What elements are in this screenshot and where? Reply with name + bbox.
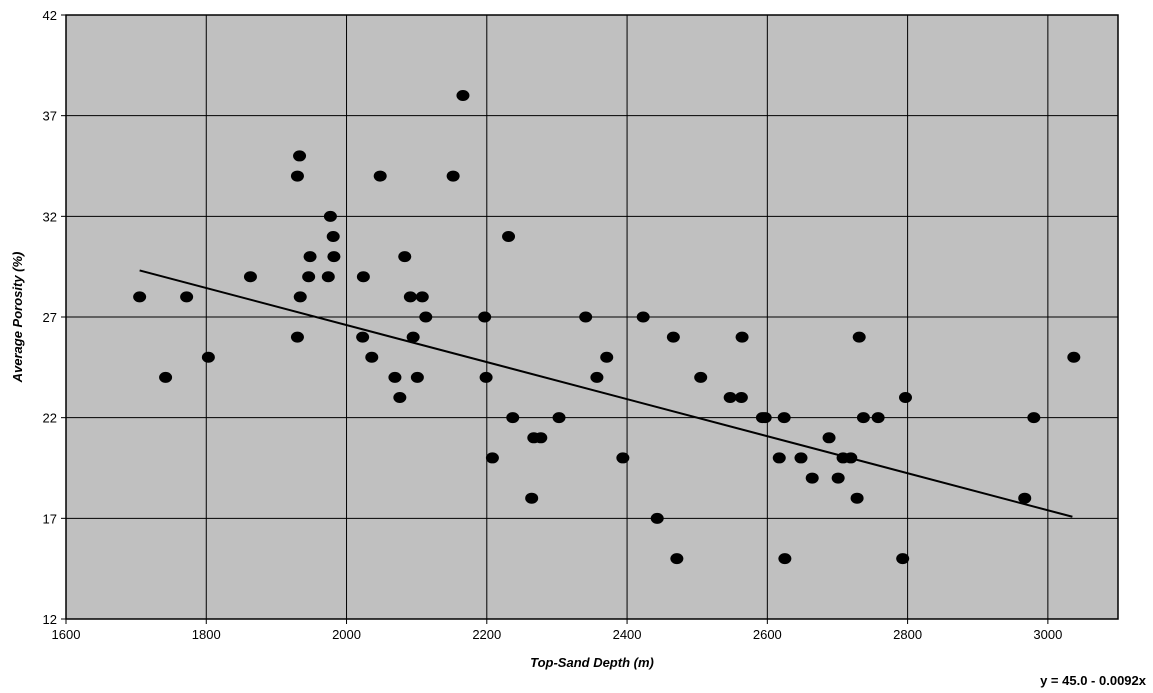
data-point xyxy=(778,553,792,565)
data-point xyxy=(694,371,708,383)
data-point xyxy=(1027,412,1041,424)
x-tick-label: 3000 xyxy=(1033,627,1062,642)
data-point xyxy=(794,452,808,464)
y-tick-label: 17 xyxy=(43,511,57,526)
data-point xyxy=(896,553,910,565)
data-point xyxy=(393,392,407,404)
data-point xyxy=(403,291,417,303)
data-point xyxy=(373,170,387,182)
data-point xyxy=(822,432,836,444)
y-tick-label: 27 xyxy=(43,310,57,325)
data-point xyxy=(321,271,335,283)
data-point xyxy=(180,291,194,303)
data-point xyxy=(388,371,402,383)
data-point xyxy=(293,150,307,162)
axis-ticks: 1600 1800 2000 2200 2400 2600 2800 3000 12 17 22 27… xyxy=(43,8,1063,642)
data-point xyxy=(293,291,307,303)
data-point xyxy=(365,351,379,363)
y-tick-label: 32 xyxy=(43,209,57,224)
x-axis-title: Top-Sand Depth (m) xyxy=(530,655,654,670)
y-axis-title: Average Porosity (%) xyxy=(10,252,25,384)
data-point xyxy=(479,371,493,383)
data-point xyxy=(758,412,772,424)
data-point xyxy=(133,291,147,303)
data-point xyxy=(579,311,593,323)
data-point xyxy=(290,331,304,343)
data-point xyxy=(723,392,737,404)
data-point xyxy=(485,452,499,464)
trendline-equation: y = 45.0 - 0.0092x xyxy=(1040,673,1147,688)
data-point xyxy=(327,251,341,263)
data-point xyxy=(805,472,819,484)
data-point xyxy=(856,412,870,424)
data-point xyxy=(506,412,520,424)
data-point xyxy=(600,351,614,363)
y-tick-label: 37 xyxy=(43,109,57,124)
data-point xyxy=(406,331,420,343)
data-point xyxy=(1018,492,1032,504)
x-tick-label: 2400 xyxy=(613,627,642,642)
data-point xyxy=(590,371,604,383)
data-point xyxy=(636,311,650,323)
data-point xyxy=(850,492,864,504)
x-tick-label: 2000 xyxy=(332,627,361,642)
data-point xyxy=(735,331,749,343)
data-point xyxy=(159,371,173,383)
data-point xyxy=(302,271,316,283)
data-point xyxy=(323,210,337,222)
trendline xyxy=(139,269,1073,518)
x-tick-label: 2800 xyxy=(893,627,922,642)
data-point xyxy=(650,512,664,524)
data-point xyxy=(419,311,433,323)
data-point xyxy=(201,351,215,363)
data-point xyxy=(415,291,429,303)
x-tick-label: 1600 xyxy=(52,627,81,642)
x-tick-label: 2200 xyxy=(472,627,501,642)
data-point xyxy=(871,412,885,424)
x-tick-label: 1800 xyxy=(192,627,221,642)
data-point xyxy=(410,371,424,383)
data-point xyxy=(777,412,791,424)
data-point xyxy=(243,271,257,283)
y-tick-label: 42 xyxy=(43,8,57,23)
data-point xyxy=(398,251,412,263)
data-point xyxy=(290,170,304,182)
data-point xyxy=(670,553,684,565)
data-point xyxy=(666,331,680,343)
y-tick-label: 12 xyxy=(43,612,57,627)
data-point xyxy=(734,392,748,404)
data-point xyxy=(831,472,845,484)
data-point xyxy=(502,230,516,242)
trendline-layer xyxy=(139,269,1073,518)
data-point xyxy=(772,452,786,464)
data-point xyxy=(446,170,460,182)
data-points xyxy=(133,90,1081,565)
data-point xyxy=(1067,351,1081,363)
y-tick-label: 22 xyxy=(43,411,57,426)
data-point xyxy=(852,331,866,343)
data-point xyxy=(552,412,566,424)
data-point xyxy=(534,432,548,444)
data-point xyxy=(898,392,912,404)
x-tick-label: 2600 xyxy=(753,627,782,642)
data-point xyxy=(478,311,492,323)
data-point xyxy=(456,90,470,102)
data-point xyxy=(616,452,630,464)
data-point xyxy=(303,251,317,263)
data-point xyxy=(356,331,370,343)
data-point xyxy=(356,271,370,283)
data-point xyxy=(326,230,340,242)
data-point xyxy=(525,492,539,504)
